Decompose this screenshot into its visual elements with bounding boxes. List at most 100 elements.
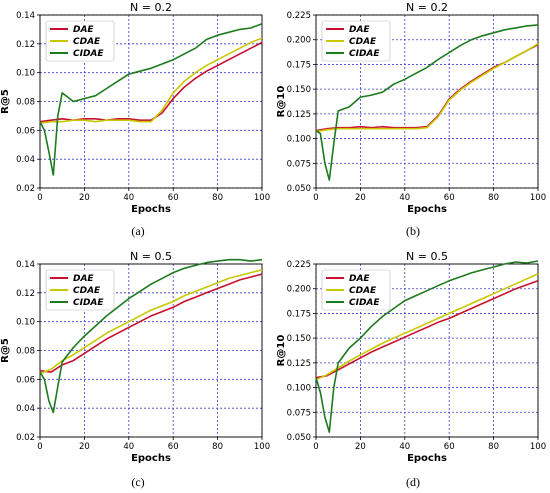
y-tick-label: 0.100 bbox=[287, 135, 311, 145]
x-axis-label: Epochs bbox=[407, 204, 447, 215]
chart-title: N = 0.5 bbox=[130, 250, 172, 263]
y-axis-label: R@5 bbox=[0, 89, 11, 114]
legend-label: DAE bbox=[349, 274, 370, 284]
legend-label: CIDAE bbox=[73, 298, 104, 308]
x-tick-label: 80 bbox=[212, 193, 223, 203]
series-line-cdae bbox=[315, 273, 539, 381]
x-axis-label: Epochs bbox=[131, 204, 171, 215]
series-line-cdae bbox=[39, 37, 263, 124]
x-tick-label: 80 bbox=[488, 193, 499, 203]
chart-panel-1: 0 20 40 60 80 100 0.050 0.075 0.100 0.125 0.150 0.1… bbox=[276, 1, 546, 238]
y-tick-label: 0.075 bbox=[287, 159, 311, 169]
legend-label: CDAE bbox=[349, 37, 377, 47]
legend-box bbox=[321, 269, 391, 311]
legend-label: CDAE bbox=[349, 286, 377, 296]
y-tick-label: 0.200 bbox=[287, 36, 311, 46]
y-tick-label: 0.225 bbox=[287, 11, 311, 21]
y-tick-label: 0.100 bbox=[287, 384, 311, 394]
chart-panel-3: 0 20 40 60 80 100 0.050 0.075 0.100 0.125 0.150 0.1… bbox=[276, 250, 546, 489]
y-tick-label: 0.050 bbox=[287, 184, 311, 194]
x-tick-label: 60 bbox=[168, 442, 179, 452]
legend-label: DAE bbox=[73, 25, 94, 35]
legend-label: CIDAE bbox=[349, 49, 380, 59]
x-tick-label: 0 bbox=[37, 442, 42, 452]
series-line-cidae bbox=[315, 24, 539, 181]
y-tick-label: 0.175 bbox=[287, 60, 311, 70]
y-tick-label: 0.200 bbox=[287, 285, 311, 295]
x-tick-label: 0 bbox=[37, 193, 42, 203]
legend-label: DAE bbox=[349, 25, 370, 35]
series-line-cidae bbox=[315, 260, 539, 433]
y-tick-label: 0.12 bbox=[16, 289, 35, 299]
panel-caption: (d) bbox=[406, 475, 420, 489]
x-tick-label: 100 bbox=[254, 193, 270, 203]
y-tick-label: 0.04 bbox=[16, 404, 35, 414]
y-tick-label: 0.175 bbox=[287, 309, 311, 319]
x-axis-label: Epochs bbox=[407, 453, 447, 464]
y-tick-label: 0.04 bbox=[16, 155, 35, 165]
plot-frame bbox=[39, 14, 263, 189]
y-tick-label: 0.08 bbox=[16, 98, 35, 108]
plot-frame bbox=[315, 263, 539, 438]
y-tick-label: 0.02 bbox=[16, 184, 35, 194]
y-tick-label: 0.150 bbox=[287, 85, 311, 95]
x-tick-label: 40 bbox=[399, 193, 410, 203]
x-tick-label: 20 bbox=[79, 442, 90, 452]
y-tick-label: 0.225 bbox=[287, 260, 311, 270]
chart-panel-2: 0 20 40 60 80 100 0.02 0.04 0.06 0.08 0.10 0.12 0.14… bbox=[0, 250, 270, 489]
y-tick-label: 0.125 bbox=[287, 359, 311, 369]
y-axis-label: R@10 bbox=[276, 86, 287, 118]
panel-caption: (c) bbox=[131, 475, 144, 489]
legend-label: CIDAE bbox=[349, 298, 380, 308]
y-tick-label: 0.150 bbox=[287, 334, 311, 344]
x-tick-label: 100 bbox=[530, 442, 546, 452]
series-line-cidae bbox=[39, 258, 263, 414]
plot-frame bbox=[39, 263, 263, 438]
panel-caption: (a) bbox=[131, 224, 144, 238]
legend-box bbox=[45, 269, 115, 311]
plot-frame bbox=[315, 14, 539, 189]
x-axis-label: Epochs bbox=[131, 453, 171, 464]
series-line-cdae bbox=[39, 269, 263, 375]
x-tick-label: 100 bbox=[530, 193, 546, 203]
y-tick-label: 0.14 bbox=[16, 11, 35, 21]
chart-title: N = 0.5 bbox=[406, 250, 448, 263]
series-line-dae bbox=[315, 280, 539, 379]
x-tick-label: 40 bbox=[123, 193, 134, 203]
y-tick-label: 0.02 bbox=[16, 433, 35, 443]
y-axis-label: R@10 bbox=[276, 335, 287, 367]
x-tick-label: 100 bbox=[254, 442, 270, 452]
chart-panel-0: 0 20 40 60 80 100 0.02 0.04 0.06 0.08 0.10 0.12 0.14… bbox=[0, 1, 270, 238]
x-tick-label: 40 bbox=[123, 442, 134, 452]
series-line-cdae bbox=[315, 43, 539, 133]
x-tick-label: 60 bbox=[444, 442, 455, 452]
chart-title: N = 0.2 bbox=[130, 1, 172, 14]
y-tick-label: 0.10 bbox=[16, 318, 35, 328]
y-axis-label: R@5 bbox=[0, 338, 11, 363]
series-line-cidae bbox=[39, 22, 263, 176]
x-tick-label: 20 bbox=[355, 193, 366, 203]
panel-caption: (b) bbox=[406, 224, 420, 238]
legend-label: CIDAE bbox=[73, 49, 104, 59]
y-tick-label: 0.050 bbox=[287, 433, 311, 443]
x-tick-label: 0 bbox=[313, 442, 318, 452]
y-tick-label: 0.10 bbox=[16, 69, 35, 79]
legend-box bbox=[45, 20, 115, 62]
y-tick-label: 0.14 bbox=[16, 260, 35, 270]
x-tick-label: 20 bbox=[355, 442, 366, 452]
legend-label: DAE bbox=[73, 274, 94, 284]
legend-label: CDAE bbox=[73, 286, 101, 296]
series-line-dae bbox=[39, 273, 263, 373]
x-tick-label: 80 bbox=[488, 442, 499, 452]
y-tick-label: 0.06 bbox=[16, 375, 35, 385]
legend-label: CDAE bbox=[73, 37, 101, 47]
x-tick-label: 80 bbox=[212, 442, 223, 452]
legend-box bbox=[321, 20, 391, 62]
x-tick-label: 60 bbox=[168, 193, 179, 203]
y-tick-label: 0.12 bbox=[16, 40, 35, 50]
x-tick-label: 40 bbox=[399, 442, 410, 452]
x-tick-label: 60 bbox=[444, 193, 455, 203]
y-tick-label: 0.075 bbox=[287, 408, 311, 418]
y-tick-label: 0.06 bbox=[16, 126, 35, 136]
